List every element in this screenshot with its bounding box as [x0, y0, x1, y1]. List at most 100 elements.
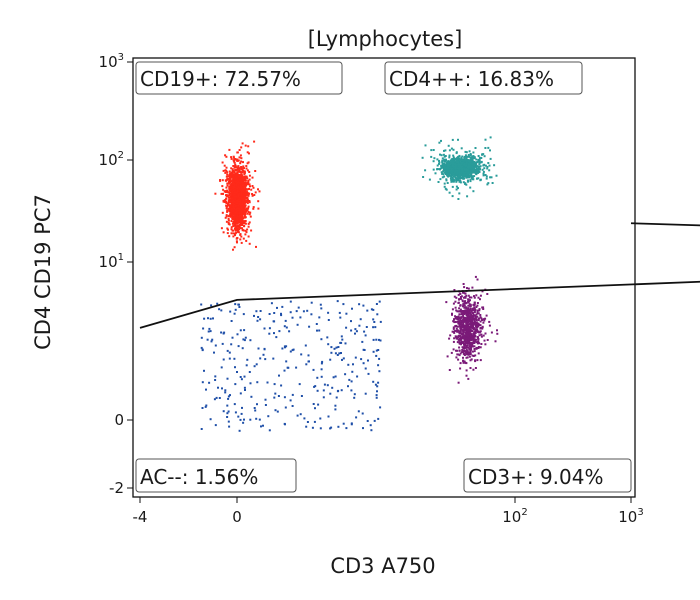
event-dot	[472, 340, 475, 343]
event-dot	[278, 330, 281, 333]
event-dot	[236, 202, 239, 205]
event-dot	[464, 182, 467, 185]
event-dot	[240, 160, 243, 163]
event-dot	[239, 154, 242, 157]
event-dot	[225, 175, 228, 178]
event-dot	[473, 345, 476, 348]
x-tick-label: 102	[502, 507, 527, 526]
event-dot	[364, 392, 367, 395]
event-dot	[236, 177, 239, 180]
event-dot	[460, 147, 463, 150]
event-dot	[226, 416, 229, 418]
event-dot	[453, 331, 456, 334]
event-dot	[483, 155, 486, 158]
event-dot	[457, 336, 460, 339]
event-dot	[375, 303, 378, 305]
event-dot	[222, 192, 224, 195]
event-dot	[469, 352, 472, 354]
plot-frame	[132, 57, 636, 498]
event-dot	[248, 171, 251, 173]
event-dot	[230, 157, 233, 160]
event-dot	[470, 176, 473, 179]
event-dot	[468, 352, 471, 355]
event-dot	[458, 354, 461, 357]
event-dot	[453, 295, 456, 298]
event-dot	[484, 138, 487, 141]
event-dot	[454, 306, 457, 309]
event-dot	[232, 180, 235, 183]
event-dot	[466, 155, 469, 158]
event-dot	[466, 312, 469, 315]
event-dot	[470, 167, 473, 170]
event-dot	[245, 231, 248, 234]
event-dot	[222, 332, 225, 335]
event-dot	[440, 164, 443, 167]
event-dot	[468, 315, 471, 318]
event-dot	[457, 316, 460, 319]
event-dot	[471, 171, 474, 174]
event-dot	[239, 176, 242, 179]
event-dot	[280, 312, 282, 315]
event-dot	[473, 338, 476, 341]
event-dot	[474, 340, 477, 343]
event-dot	[205, 404, 208, 407]
event-dot	[242, 217, 245, 220]
event-dot	[455, 173, 458, 176]
event-dot	[459, 173, 461, 176]
event-dot	[468, 328, 471, 331]
event-dot	[354, 328, 357, 331]
event-dot	[434, 172, 437, 175]
event-dot	[466, 168, 468, 171]
event-dot	[327, 311, 330, 314]
event-dot	[210, 340, 213, 343]
event-dot	[313, 420, 316, 423]
event-dot	[483, 319, 486, 322]
event-dot	[257, 347, 260, 350]
event-dot	[463, 177, 465, 180]
event-dot	[473, 161, 476, 163]
event-dot	[233, 246, 236, 249]
event-dot	[243, 173, 246, 176]
event-dot	[458, 323, 461, 326]
event-dot	[231, 336, 234, 339]
event-dot	[474, 147, 477, 149]
event-dot	[233, 188, 236, 191]
event-dot	[376, 390, 378, 393]
event-dot	[239, 196, 242, 199]
event-dot	[352, 363, 354, 366]
event-dot	[225, 207, 228, 210]
quadrant-box-bottom-left	[135, 458, 297, 493]
event-dot	[240, 191, 243, 194]
event-dot	[461, 349, 464, 351]
event-dot	[367, 372, 370, 375]
event-dot	[234, 219, 237, 222]
event-dot	[465, 374, 468, 377]
event-dot	[472, 307, 475, 310]
event-dot	[285, 326, 288, 329]
event-dot	[318, 316, 321, 319]
event-dot	[454, 176, 457, 179]
event-dot	[456, 325, 459, 328]
quadrant-box-bottom-right	[463, 458, 632, 493]
event-dot	[441, 172, 444, 175]
event-dot	[214, 192, 217, 195]
event-dot	[321, 360, 324, 363]
event-dot	[480, 317, 483, 320]
event-dot	[469, 317, 472, 320]
event-dot	[303, 417, 306, 420]
event-dot	[468, 160, 471, 162]
event-dot	[227, 178, 230, 180]
event-dot	[245, 207, 248, 210]
event-dot	[466, 333, 469, 336]
event-dot	[461, 305, 464, 308]
event-dot	[242, 338, 245, 341]
event-dot	[358, 324, 361, 327]
event-dot	[240, 177, 243, 180]
event-dot	[464, 312, 467, 315]
event-dot	[312, 368, 315, 371]
event-dot	[276, 306, 278, 309]
event-dot	[486, 167, 489, 170]
event-dot	[477, 352, 480, 355]
event-dot	[467, 377, 470, 380]
event-dot	[469, 305, 472, 308]
